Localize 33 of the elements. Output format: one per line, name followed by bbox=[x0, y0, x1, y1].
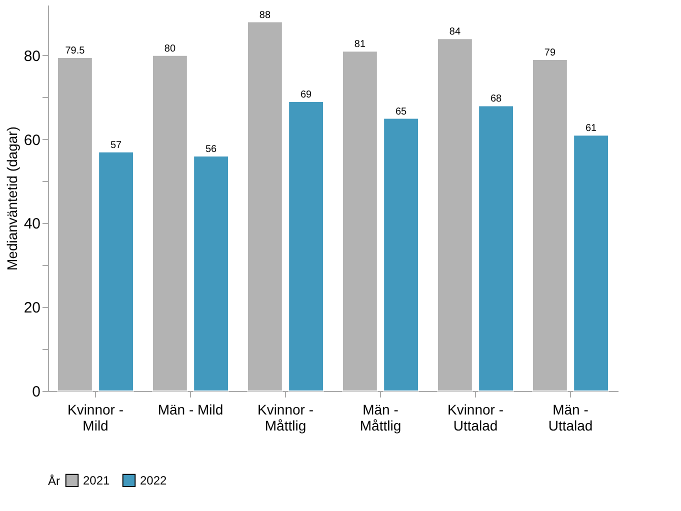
x-tick-label: Män - Mild bbox=[158, 402, 224, 418]
data-label: 84 bbox=[449, 26, 461, 38]
y-tick-label: 40 bbox=[24, 216, 40, 233]
data-label: 65 bbox=[395, 106, 408, 118]
x-tick-label: Kvinnor - Mild bbox=[67, 402, 124, 434]
data-label: 88 bbox=[259, 10, 271, 21]
x-tick-label: Kvinnor - Uttalad bbox=[447, 402, 504, 434]
bar bbox=[98, 151, 134, 392]
data-label: 56 bbox=[205, 144, 218, 156]
y-tick-label: 80 bbox=[24, 48, 40, 65]
y-tick-label: 20 bbox=[24, 300, 40, 317]
y-axis-title: Medianväntetid (dagar) bbox=[4, 126, 20, 270]
legend-label: 2021 bbox=[83, 473, 110, 488]
bar bbox=[478, 105, 514, 392]
data-label: 81 bbox=[354, 39, 366, 50]
bar bbox=[288, 101, 324, 392]
legend-label: 2022 bbox=[140, 473, 168, 488]
data-label: 80 bbox=[164, 43, 176, 54]
data-label: 79 bbox=[544, 48, 556, 59]
y-tick-label: 0 bbox=[32, 384, 40, 400]
legend-title: År bbox=[48, 474, 60, 488]
data-label: 61 bbox=[585, 123, 598, 134]
bar bbox=[383, 118, 419, 392]
data-label: 79.5 bbox=[65, 45, 86, 56]
x-tick-label: Män - Måttlig bbox=[360, 402, 402, 434]
x-tick-label: Kvinnor - Måttlig bbox=[257, 402, 314, 434]
data-label: 69 bbox=[300, 90, 312, 100]
y-tick-label: 60 bbox=[24, 132, 40, 149]
x-tick-label: Män - Uttalad bbox=[548, 402, 593, 434]
bar bbox=[193, 156, 229, 392]
bar bbox=[573, 134, 609, 392]
data-label: 57 bbox=[110, 140, 122, 151]
data-label: 68 bbox=[490, 94, 502, 105]
